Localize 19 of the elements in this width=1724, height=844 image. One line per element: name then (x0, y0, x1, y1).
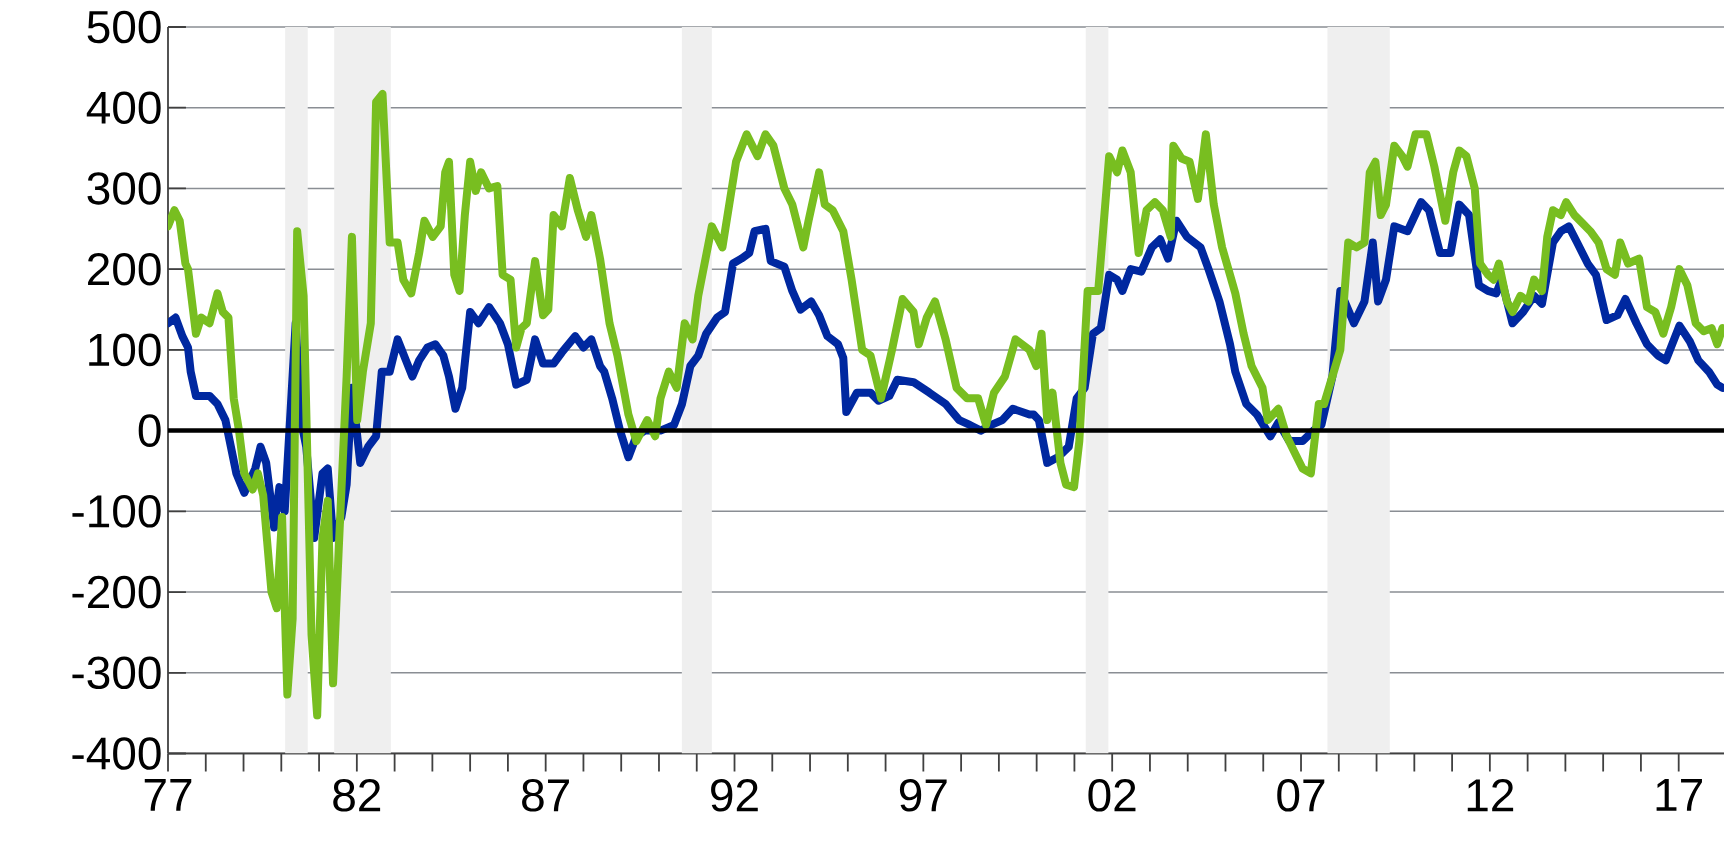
x-tick-label: 97 (899, 779, 947, 812)
x-tick-label: 12 (1467, 779, 1514, 812)
y-tick-label: -400 (72, 737, 161, 770)
x-tick-label: 87 (522, 779, 569, 812)
y-tick-label: -200 (72, 575, 161, 609)
x-tick-label: 92 (711, 779, 758, 812)
x-tick-label: 17 (1656, 779, 1702, 811)
y-tick-label: 200 (88, 252, 161, 286)
x-tick-label: 02 (1088, 779, 1136, 812)
y-tick-label: -300 (72, 656, 161, 690)
y-tick-label: 400 (86, 91, 161, 125)
y-tick-label: -100 (72, 495, 161, 528)
x-tick-label: 07 (1277, 779, 1325, 812)
y-tick-label: 100 (89, 333, 161, 367)
y-tick-label: 300 (87, 172, 161, 205)
y-tick-label: 0 (138, 414, 161, 447)
x-tick-label: 77 (144, 779, 192, 811)
x-tick-label: 82 (333, 779, 381, 812)
y-tick-label: 500 (87, 10, 161, 44)
